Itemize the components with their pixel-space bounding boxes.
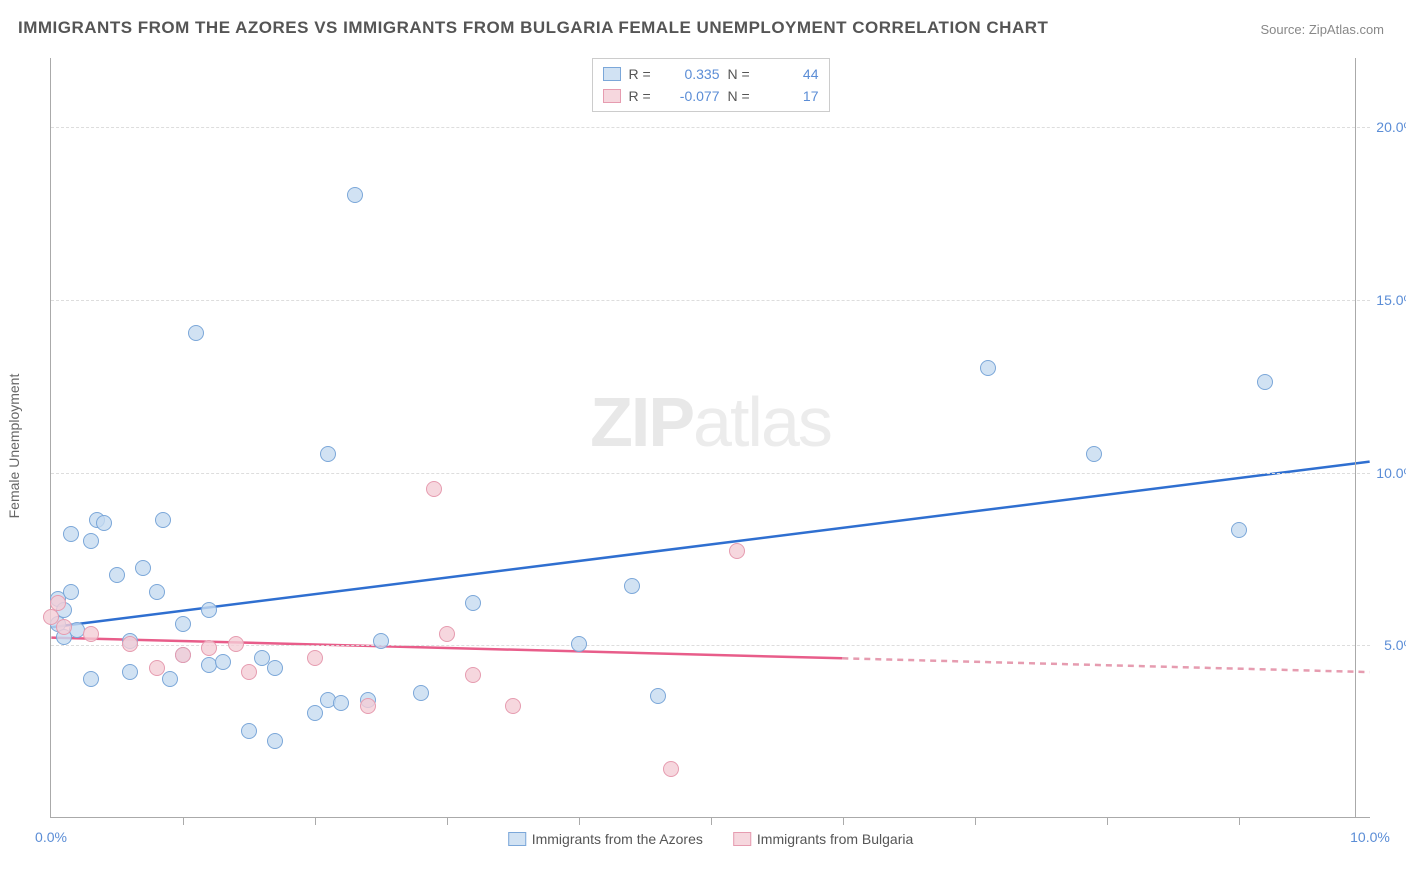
x-tick xyxy=(1239,817,1240,825)
legend-row-azores: R = 0.335 N = 44 xyxy=(603,63,819,85)
gridline xyxy=(51,473,1370,474)
data-point xyxy=(980,360,996,376)
data-point xyxy=(307,650,323,666)
data-point xyxy=(571,636,587,652)
legend-item-bulgaria: Immigrants from Bulgaria xyxy=(733,831,913,847)
data-point xyxy=(241,723,257,739)
data-point xyxy=(373,633,389,649)
data-point xyxy=(241,664,257,680)
x-axis-max: 10.0% xyxy=(1350,829,1390,845)
right-axis-line xyxy=(1355,58,1356,818)
legend-label-azores: Immigrants from the Azores xyxy=(532,831,703,847)
watermark-thin: atlas xyxy=(693,383,831,461)
series-legend: Immigrants from the Azores Immigrants fr… xyxy=(508,831,914,847)
data-point xyxy=(188,325,204,341)
data-point xyxy=(215,654,231,670)
r-value-azores: 0.335 xyxy=(665,66,720,82)
data-point xyxy=(465,667,481,683)
trend-lines xyxy=(51,58,1370,817)
data-point xyxy=(96,515,112,531)
data-point xyxy=(729,543,745,559)
data-point xyxy=(333,695,349,711)
y-tick-label: 10.0% xyxy=(1376,465,1406,481)
gridline xyxy=(51,127,1370,128)
n-value-azores: 44 xyxy=(764,66,819,82)
data-point xyxy=(1086,446,1102,462)
r-value-bulgaria: -0.077 xyxy=(665,88,720,104)
data-point xyxy=(109,567,125,583)
data-point xyxy=(1231,522,1247,538)
gridline xyxy=(51,300,1370,301)
x-tick xyxy=(711,817,712,825)
data-point xyxy=(56,619,72,635)
swatch-azores-icon xyxy=(508,832,526,846)
data-point xyxy=(267,733,283,749)
legend-item-azores: Immigrants from the Azores xyxy=(508,831,703,847)
x-tick xyxy=(315,817,316,825)
n-value-bulgaria: 17 xyxy=(764,88,819,104)
data-point xyxy=(175,616,191,632)
data-point xyxy=(63,526,79,542)
data-point xyxy=(650,688,666,704)
data-point xyxy=(175,647,191,663)
x-tick xyxy=(579,817,580,825)
data-point xyxy=(267,660,283,676)
x-axis-min: 0.0% xyxy=(35,829,67,845)
y-tick-label: 5.0% xyxy=(1384,637,1406,653)
data-point xyxy=(413,685,429,701)
data-point xyxy=(426,481,442,497)
x-tick xyxy=(975,817,976,825)
swatch-bulgaria-icon xyxy=(733,832,751,846)
y-tick-label: 20.0% xyxy=(1376,119,1406,135)
data-point xyxy=(201,602,217,618)
data-point xyxy=(122,636,138,652)
chart-title: IMMIGRANTS FROM THE AZORES VS IMMIGRANTS… xyxy=(18,18,1048,38)
data-point xyxy=(347,187,363,203)
data-point xyxy=(201,640,217,656)
data-point xyxy=(83,626,99,642)
n-label: N = xyxy=(728,66,756,82)
data-point xyxy=(83,533,99,549)
x-tick xyxy=(1107,817,1108,825)
data-point xyxy=(155,512,171,528)
data-point xyxy=(320,446,336,462)
x-tick xyxy=(447,817,448,825)
data-point xyxy=(505,698,521,714)
data-point xyxy=(439,626,455,642)
legend-label-bulgaria: Immigrants from Bulgaria xyxy=(757,831,913,847)
watermark-bold: ZIP xyxy=(590,383,693,461)
legend-row-bulgaria: R = -0.077 N = 17 xyxy=(603,85,819,107)
n-label: N = xyxy=(728,88,756,104)
data-point xyxy=(50,595,66,611)
watermark: ZIPatlas xyxy=(590,382,831,462)
y-tick-label: 15.0% xyxy=(1376,292,1406,308)
x-tick xyxy=(843,817,844,825)
x-tick xyxy=(183,817,184,825)
correlation-legend: R = 0.335 N = 44 R = -0.077 N = 17 xyxy=(592,58,830,112)
data-point xyxy=(135,560,151,576)
data-point xyxy=(149,584,165,600)
data-point xyxy=(122,664,138,680)
data-point xyxy=(162,671,178,687)
r-label: R = xyxy=(629,66,657,82)
data-point xyxy=(307,705,323,721)
y-axis-label: Female Unemployment xyxy=(6,374,22,519)
gridline xyxy=(51,645,1370,646)
swatch-azores xyxy=(603,67,621,81)
data-point xyxy=(663,761,679,777)
data-point xyxy=(624,578,640,594)
source-label: Source: ZipAtlas.com xyxy=(1260,22,1384,37)
data-point xyxy=(228,636,244,652)
data-point xyxy=(149,660,165,676)
data-point xyxy=(1257,374,1273,390)
data-point xyxy=(83,671,99,687)
data-point xyxy=(360,698,376,714)
plot-area: ZIPatlas R = 0.335 N = 44 R = -0.077 N =… xyxy=(50,58,1370,818)
data-point xyxy=(465,595,481,611)
r-label: R = xyxy=(629,88,657,104)
swatch-bulgaria xyxy=(603,89,621,103)
data-point xyxy=(63,584,79,600)
